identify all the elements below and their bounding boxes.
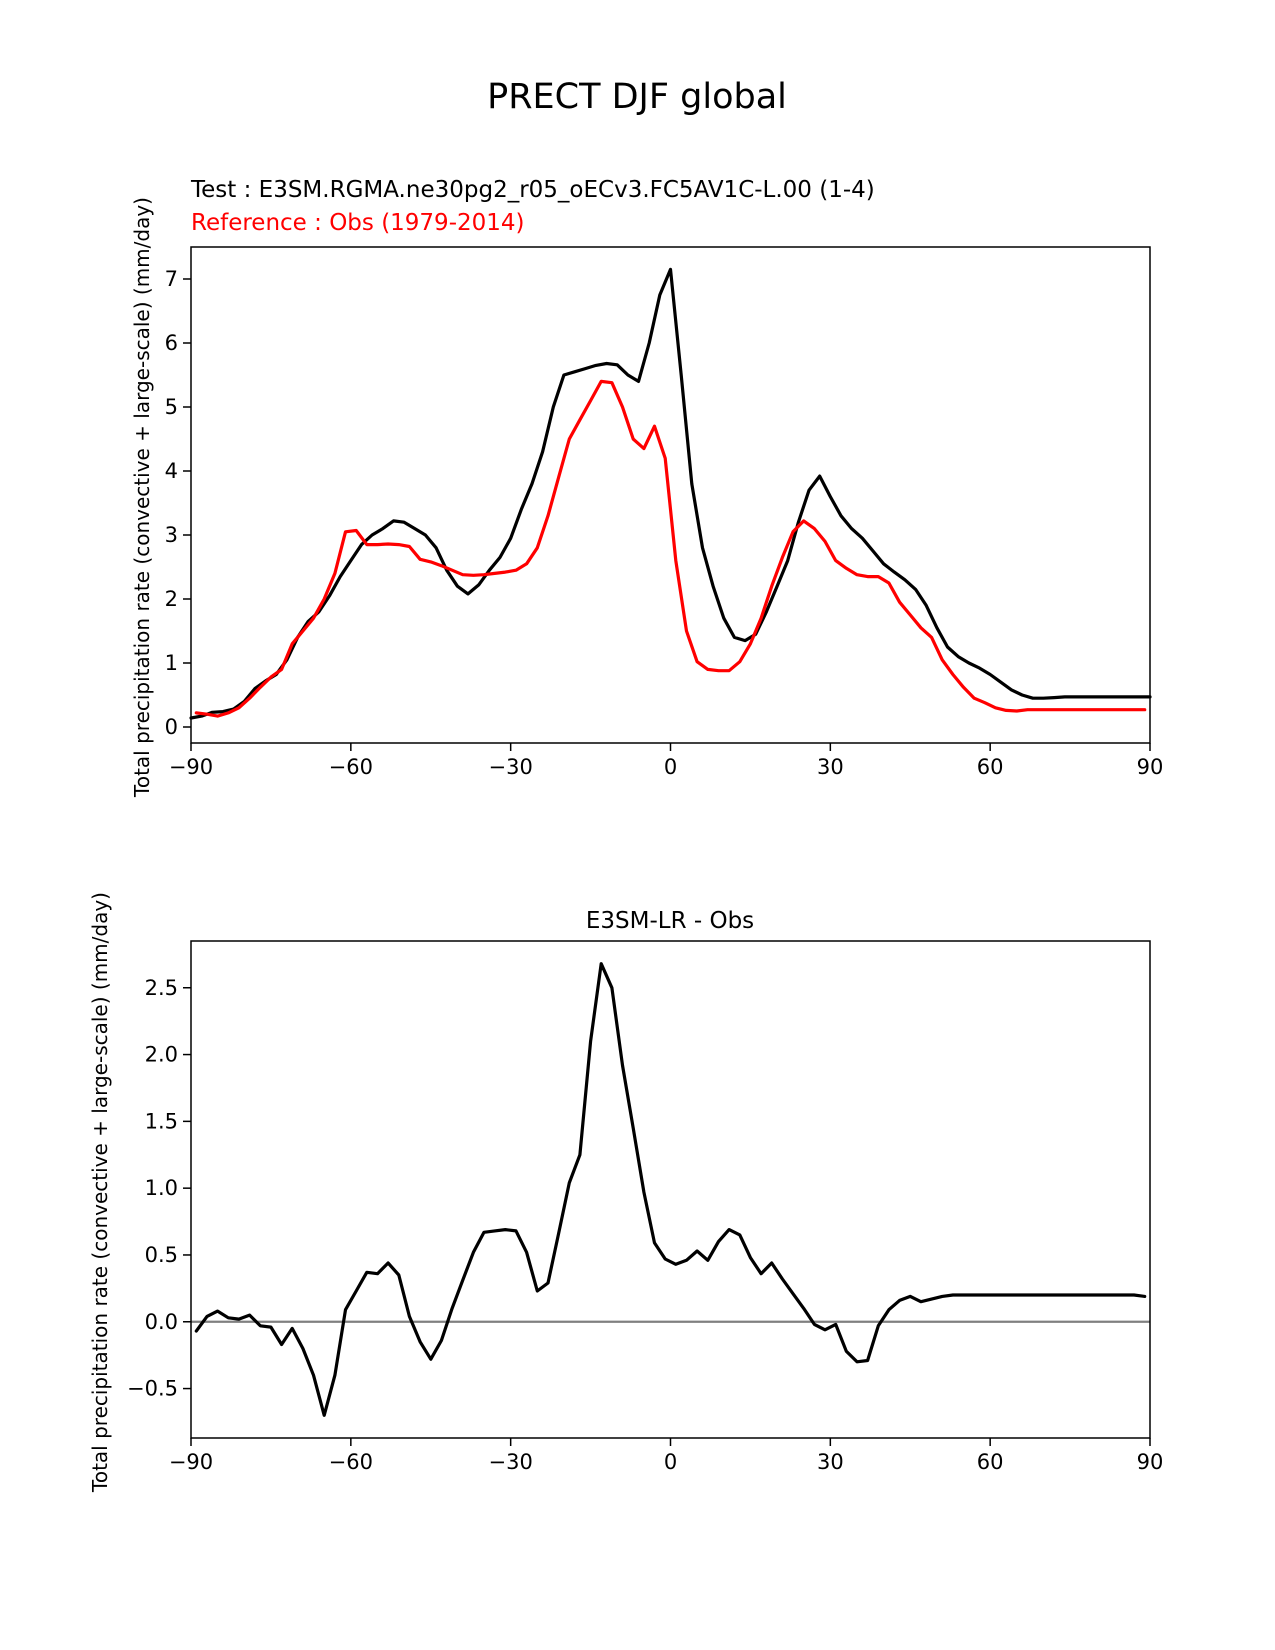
- bottom-chart-xtick-label: −60: [329, 1450, 373, 1474]
- top-chart-ytick-label: 7: [165, 267, 178, 291]
- bottom-chart-ytick-label: 0.0: [145, 1310, 178, 1334]
- bottom-chart-ytick-label: 0.5: [145, 1243, 178, 1267]
- bottom-chart-title: E3SM-LR - Obs: [586, 908, 754, 934]
- top-chart-axes-frame: [190, 246, 1151, 744]
- bottom-chart-axes-frame: [190, 940, 1151, 1439]
- bottom-chart-xtick-label: 60: [977, 1450, 1004, 1474]
- bottom-chart-ytick-label: −0.5: [127, 1377, 178, 1401]
- top-chart-series-reference-line: [194, 379, 1147, 718]
- top-chart-ytick-label: 4: [165, 459, 178, 483]
- top-chart-ytick-label: 5: [165, 395, 178, 419]
- bottom-chart-series: [191, 962, 1150, 1417]
- bottom-chart-ticks: −90 −60 −30 0 30 60 90 −0.5 0.0 0.5 1.0 1.5 2.0 2.5: [127, 976, 1163, 1474]
- top-chart-xtick-label: 30: [817, 755, 844, 779]
- top-chart-xtick-label: −90: [169, 755, 213, 779]
- bottom-chart-xtick-label: −30: [489, 1450, 533, 1474]
- top-chart-reference-title: Reference : Obs (1979-2014): [191, 210, 525, 236]
- top-chart-ytick-label: 6: [165, 331, 178, 355]
- top-chart-xtick-label: −30: [489, 755, 533, 779]
- bottom-chart-xtick-label: 90: [1137, 1450, 1164, 1474]
- top-chart-series-test-line: [189, 267, 1152, 720]
- bottom-chart-xtick-label: 30: [817, 1450, 844, 1474]
- top-chart-ytick-label: 3: [165, 523, 178, 547]
- bottom-chart-ytick-label: 2.5: [145, 976, 178, 1000]
- top-chart-xtick-label: −60: [329, 755, 373, 779]
- bottom-chart-series-e3sm-lr-obs-line: [194, 962, 1147, 1417]
- bottom-chart-xtick-label: −90: [169, 1450, 213, 1474]
- top-chart-ytick-label: 1: [165, 651, 178, 675]
- top-chart-xtick-label: 0: [664, 755, 677, 779]
- bottom-chart-xtick-label: 0: [664, 1450, 677, 1474]
- top-chart-xtick-label: 90: [1137, 755, 1164, 779]
- top-chart-gridlines: −90 −60 −30 0 30 60 90 0 1 2 3 4 5 6 7: [165, 267, 1164, 779]
- bottom-chart-ytick-label: 1.0: [145, 1176, 178, 1200]
- top-chart-xtick-label: 60: [977, 755, 1004, 779]
- bottom-chart-ytick-label: 2.0: [145, 1043, 178, 1067]
- figure-title: PRECT DJF global: [487, 77, 787, 117]
- top-chart: Test : E3SM.RGMA.ne30pg2_r05_oECv3.FC5AV…: [130, 177, 1163, 798]
- bottom-chart-ylabel: Total precipitation rate (convective + l…: [88, 892, 112, 1493]
- top-chart-ylabel: Total precipitation rate (convective + l…: [130, 197, 154, 798]
- bottom-chart-ytick-label: 1.5: [145, 1109, 178, 1133]
- top-chart-series: [189, 267, 1152, 720]
- bottom-chart: E3SM-LR - Obs Total precipitation rate (…: [88, 892, 1163, 1493]
- top-chart-ytick-label: 0: [165, 715, 178, 739]
- top-chart-ytick-label: 2: [165, 587, 178, 611]
- top-chart-test-title: Test : E3SM.RGMA.ne30pg2_r05_oECv3.FC5AV…: [190, 177, 875, 203]
